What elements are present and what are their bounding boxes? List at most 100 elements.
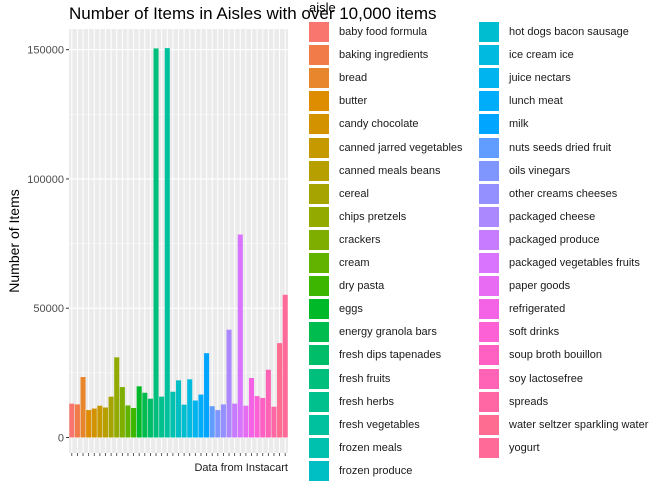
legend-key bbox=[479, 345, 499, 366]
legend-key bbox=[309, 68, 329, 89]
chart-title: Number of Items in Aisles with over 10,0… bbox=[69, 4, 437, 23]
bar-juice-nectars bbox=[192, 400, 198, 438]
bar-fresh-fruits bbox=[153, 48, 159, 438]
bar-chips-pretzels bbox=[114, 357, 120, 438]
bar-bread bbox=[80, 376, 86, 438]
bar-eggs bbox=[136, 386, 142, 438]
legend-key bbox=[479, 160, 499, 181]
bar-hot-dogs-bacon-sausage bbox=[181, 404, 187, 438]
bar-oils-vinegars bbox=[215, 410, 221, 438]
legend-label: cream bbox=[339, 257, 370, 269]
bar-baby-food-formula bbox=[69, 403, 75, 438]
bar-candy-chocolate bbox=[91, 408, 97, 438]
legend-label: soft drinks bbox=[509, 326, 560, 339]
legend-label: energy granola bars bbox=[339, 326, 437, 339]
bar-canned-meals-beans bbox=[102, 407, 109, 438]
legend-label: fresh vegetables bbox=[339, 418, 420, 431]
bar-energy-granola-bars bbox=[142, 392, 148, 438]
legend-key bbox=[479, 299, 499, 320]
y-axis: 0 50000 100000 150000 bbox=[27, 45, 286, 456]
bar-yogurt bbox=[282, 294, 288, 438]
legend-label: chips pretzels bbox=[339, 210, 407, 223]
legend-label: spreads bbox=[509, 395, 549, 408]
legend-label: butter bbox=[339, 95, 368, 108]
legend-label: yogurt bbox=[509, 441, 540, 454]
bar-ice-cream-ice bbox=[187, 379, 193, 438]
legend-label: hot dogs bacon sausage bbox=[509, 26, 629, 38]
legend-label: baking ingredients bbox=[339, 49, 429, 62]
legend-key bbox=[309, 160, 329, 181]
legend-key bbox=[309, 253, 329, 273]
bar-dry-pasta bbox=[131, 408, 137, 438]
legend-label: oils vinegars bbox=[509, 164, 571, 177]
legend-key bbox=[479, 276, 499, 297]
legend-key bbox=[479, 253, 499, 273]
legend-key bbox=[309, 206, 329, 227]
bar-butter bbox=[86, 410, 92, 438]
legend-key bbox=[309, 114, 329, 135]
bar-refrigerated bbox=[248, 378, 255, 438]
legend-label: fresh dips tapenades bbox=[339, 349, 442, 362]
bar-packaged-produce bbox=[232, 403, 238, 438]
legend-label: bread bbox=[339, 72, 368, 85]
legend-key bbox=[479, 229, 499, 250]
bar-fresh-dips-tapenades bbox=[147, 398, 153, 438]
legend-key bbox=[479, 45, 499, 66]
bar-fresh-herbs bbox=[159, 396, 165, 438]
legend-key bbox=[309, 345, 329, 366]
bar-packaged-cheese bbox=[226, 329, 232, 438]
legend-label: fresh fruits bbox=[339, 372, 391, 385]
legend-label: packaged produce bbox=[509, 233, 600, 246]
legend-key bbox=[309, 45, 329, 66]
legend-key bbox=[309, 137, 329, 158]
legend-label: candy chocolate bbox=[339, 118, 419, 131]
legend-label: canned meals beans bbox=[339, 164, 441, 177]
legend-key bbox=[309, 22, 329, 42]
legend-key bbox=[309, 276, 329, 297]
legend-key bbox=[309, 322, 329, 343]
legend-key bbox=[479, 114, 499, 135]
legend-label: soy lactosefree bbox=[509, 372, 583, 385]
bar-cereal bbox=[108, 396, 114, 438]
legend-key bbox=[479, 91, 499, 112]
bar-baking-ingredients bbox=[74, 404, 80, 438]
legend-label: crackers bbox=[339, 233, 381, 246]
legend-key bbox=[479, 22, 499, 42]
bar-soft-drinks bbox=[254, 396, 260, 438]
y-axis-title: Number of Items bbox=[6, 189, 22, 292]
legend-key bbox=[479, 322, 499, 343]
legend-label: canned jarred vegetables bbox=[339, 141, 463, 154]
legend-label: paper goods bbox=[509, 280, 571, 293]
y-tick-label: 0 bbox=[58, 432, 64, 444]
legend-key bbox=[309, 183, 329, 204]
bar-crackers bbox=[119, 387, 125, 438]
bar-frozen-produce bbox=[175, 380, 182, 438]
bar-spreads bbox=[271, 406, 277, 438]
legend-label: eggs bbox=[339, 303, 363, 316]
legend-label: ice cream ice bbox=[509, 49, 574, 62]
legend-key bbox=[479, 137, 499, 158]
bar-nuts-seeds-dried-fruit bbox=[209, 406, 215, 438]
legend-key bbox=[479, 368, 499, 389]
legend-key bbox=[309, 391, 329, 412]
legend-key bbox=[479, 206, 499, 227]
legend-label: cereal bbox=[339, 187, 369, 200]
bar-canned-jarred-vegetables bbox=[97, 405, 103, 438]
bar-packaged-vegetables-fruits bbox=[237, 234, 243, 438]
legend-label: lunch meat bbox=[509, 95, 563, 108]
legend-key bbox=[479, 391, 499, 412]
legend-label: fresh herbs bbox=[339, 395, 395, 408]
legend-label: soup broth bouillon bbox=[509, 349, 602, 362]
y-tick-label: 150000 bbox=[27, 45, 64, 57]
legend-key bbox=[309, 460, 329, 481]
legend-key bbox=[309, 299, 329, 320]
legend-key bbox=[479, 414, 499, 435]
bar-cream bbox=[125, 405, 131, 438]
bar-soy-lactosefree bbox=[265, 369, 271, 438]
legend-key bbox=[309, 91, 329, 112]
bar-milk bbox=[204, 353, 210, 438]
chart-caption: Data from Instacart bbox=[194, 462, 288, 474]
legend-label: baby food formula bbox=[339, 26, 428, 38]
bar-lunch-meat bbox=[198, 394, 204, 438]
legend-key bbox=[479, 183, 499, 204]
